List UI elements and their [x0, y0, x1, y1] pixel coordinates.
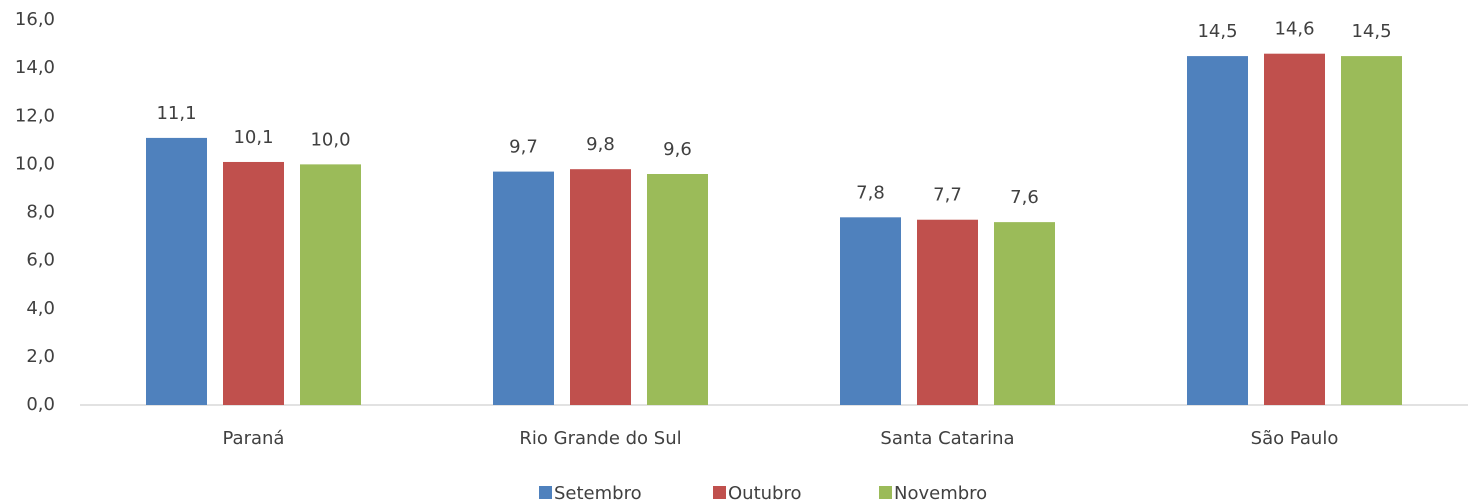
- legend-swatch: [539, 486, 552, 499]
- bar: [223, 161, 284, 405]
- legend-swatch: [713, 486, 726, 499]
- data-label: 10,0: [310, 129, 350, 150]
- legend-label: Setembro: [554, 483, 642, 503]
- bar: [570, 169, 631, 405]
- y-tick-label: 2,0: [26, 346, 55, 367]
- legend-label: Outubro: [728, 483, 802, 503]
- data-label: 10,1: [233, 127, 273, 148]
- legend-label: Novembro: [894, 483, 987, 503]
- y-tick-label: 12,0: [15, 105, 55, 126]
- legend-swatch: [879, 486, 892, 499]
- y-tick-label: 16,0: [15, 9, 55, 30]
- bar: [146, 137, 207, 405]
- x-tick-label: Santa Catarina: [880, 428, 1014, 449]
- y-tick-label: 0,0: [26, 394, 55, 415]
- y-tick-label: 10,0: [15, 153, 55, 174]
- data-label: 9,8: [586, 134, 615, 155]
- bar: [493, 171, 554, 405]
- data-label: 9,6: [663, 139, 692, 160]
- y-tick-label: 6,0: [26, 250, 55, 271]
- data-label: 7,6: [1010, 187, 1039, 208]
- y-tick-label: 8,0: [26, 202, 55, 223]
- data-label: 14,6: [1274, 19, 1314, 40]
- bar: [840, 217, 901, 405]
- y-tick-label: 14,0: [15, 57, 55, 78]
- data-label: 7,8: [856, 182, 885, 203]
- data-label: 7,7: [933, 185, 962, 206]
- data-label: 14,5: [1351, 21, 1391, 42]
- data-label: 11,1: [156, 103, 196, 124]
- x-tick-label: São Paulo: [1251, 428, 1339, 449]
- x-tick-label: Rio Grande do Sul: [519, 428, 681, 449]
- bar: [1187, 56, 1248, 405]
- x-tick-label: Paraná: [223, 428, 285, 449]
- data-label: 14,5: [1197, 21, 1237, 42]
- y-tick-label: 4,0: [26, 298, 55, 319]
- data-label: 9,7: [509, 137, 538, 158]
- bar: [1264, 53, 1325, 405]
- bar: [300, 164, 361, 405]
- bar: [647, 174, 708, 405]
- bar: [1341, 56, 1402, 405]
- bar: [994, 222, 1055, 405]
- bar: [917, 219, 978, 405]
